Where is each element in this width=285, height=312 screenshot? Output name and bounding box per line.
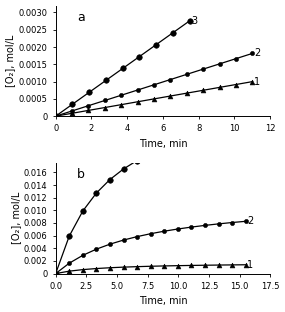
Y-axis label: [O₂], mol/L: [O₂], mol/L [11, 192, 21, 244]
Text: 3: 3 [192, 16, 198, 26]
X-axis label: Time, min: Time, min [139, 139, 187, 149]
Y-axis label: [O₂], mol/L: [O₂], mol/L [5, 35, 16, 87]
Text: 1: 1 [247, 260, 253, 270]
Text: b: b [77, 168, 85, 182]
Text: 1: 1 [254, 77, 260, 87]
Text: a: a [77, 11, 85, 24]
Text: 2: 2 [254, 48, 260, 58]
X-axis label: Time, min: Time, min [139, 296, 187, 306]
Text: 2: 2 [247, 216, 253, 226]
Text: 3: 3 [0, 311, 1, 312]
